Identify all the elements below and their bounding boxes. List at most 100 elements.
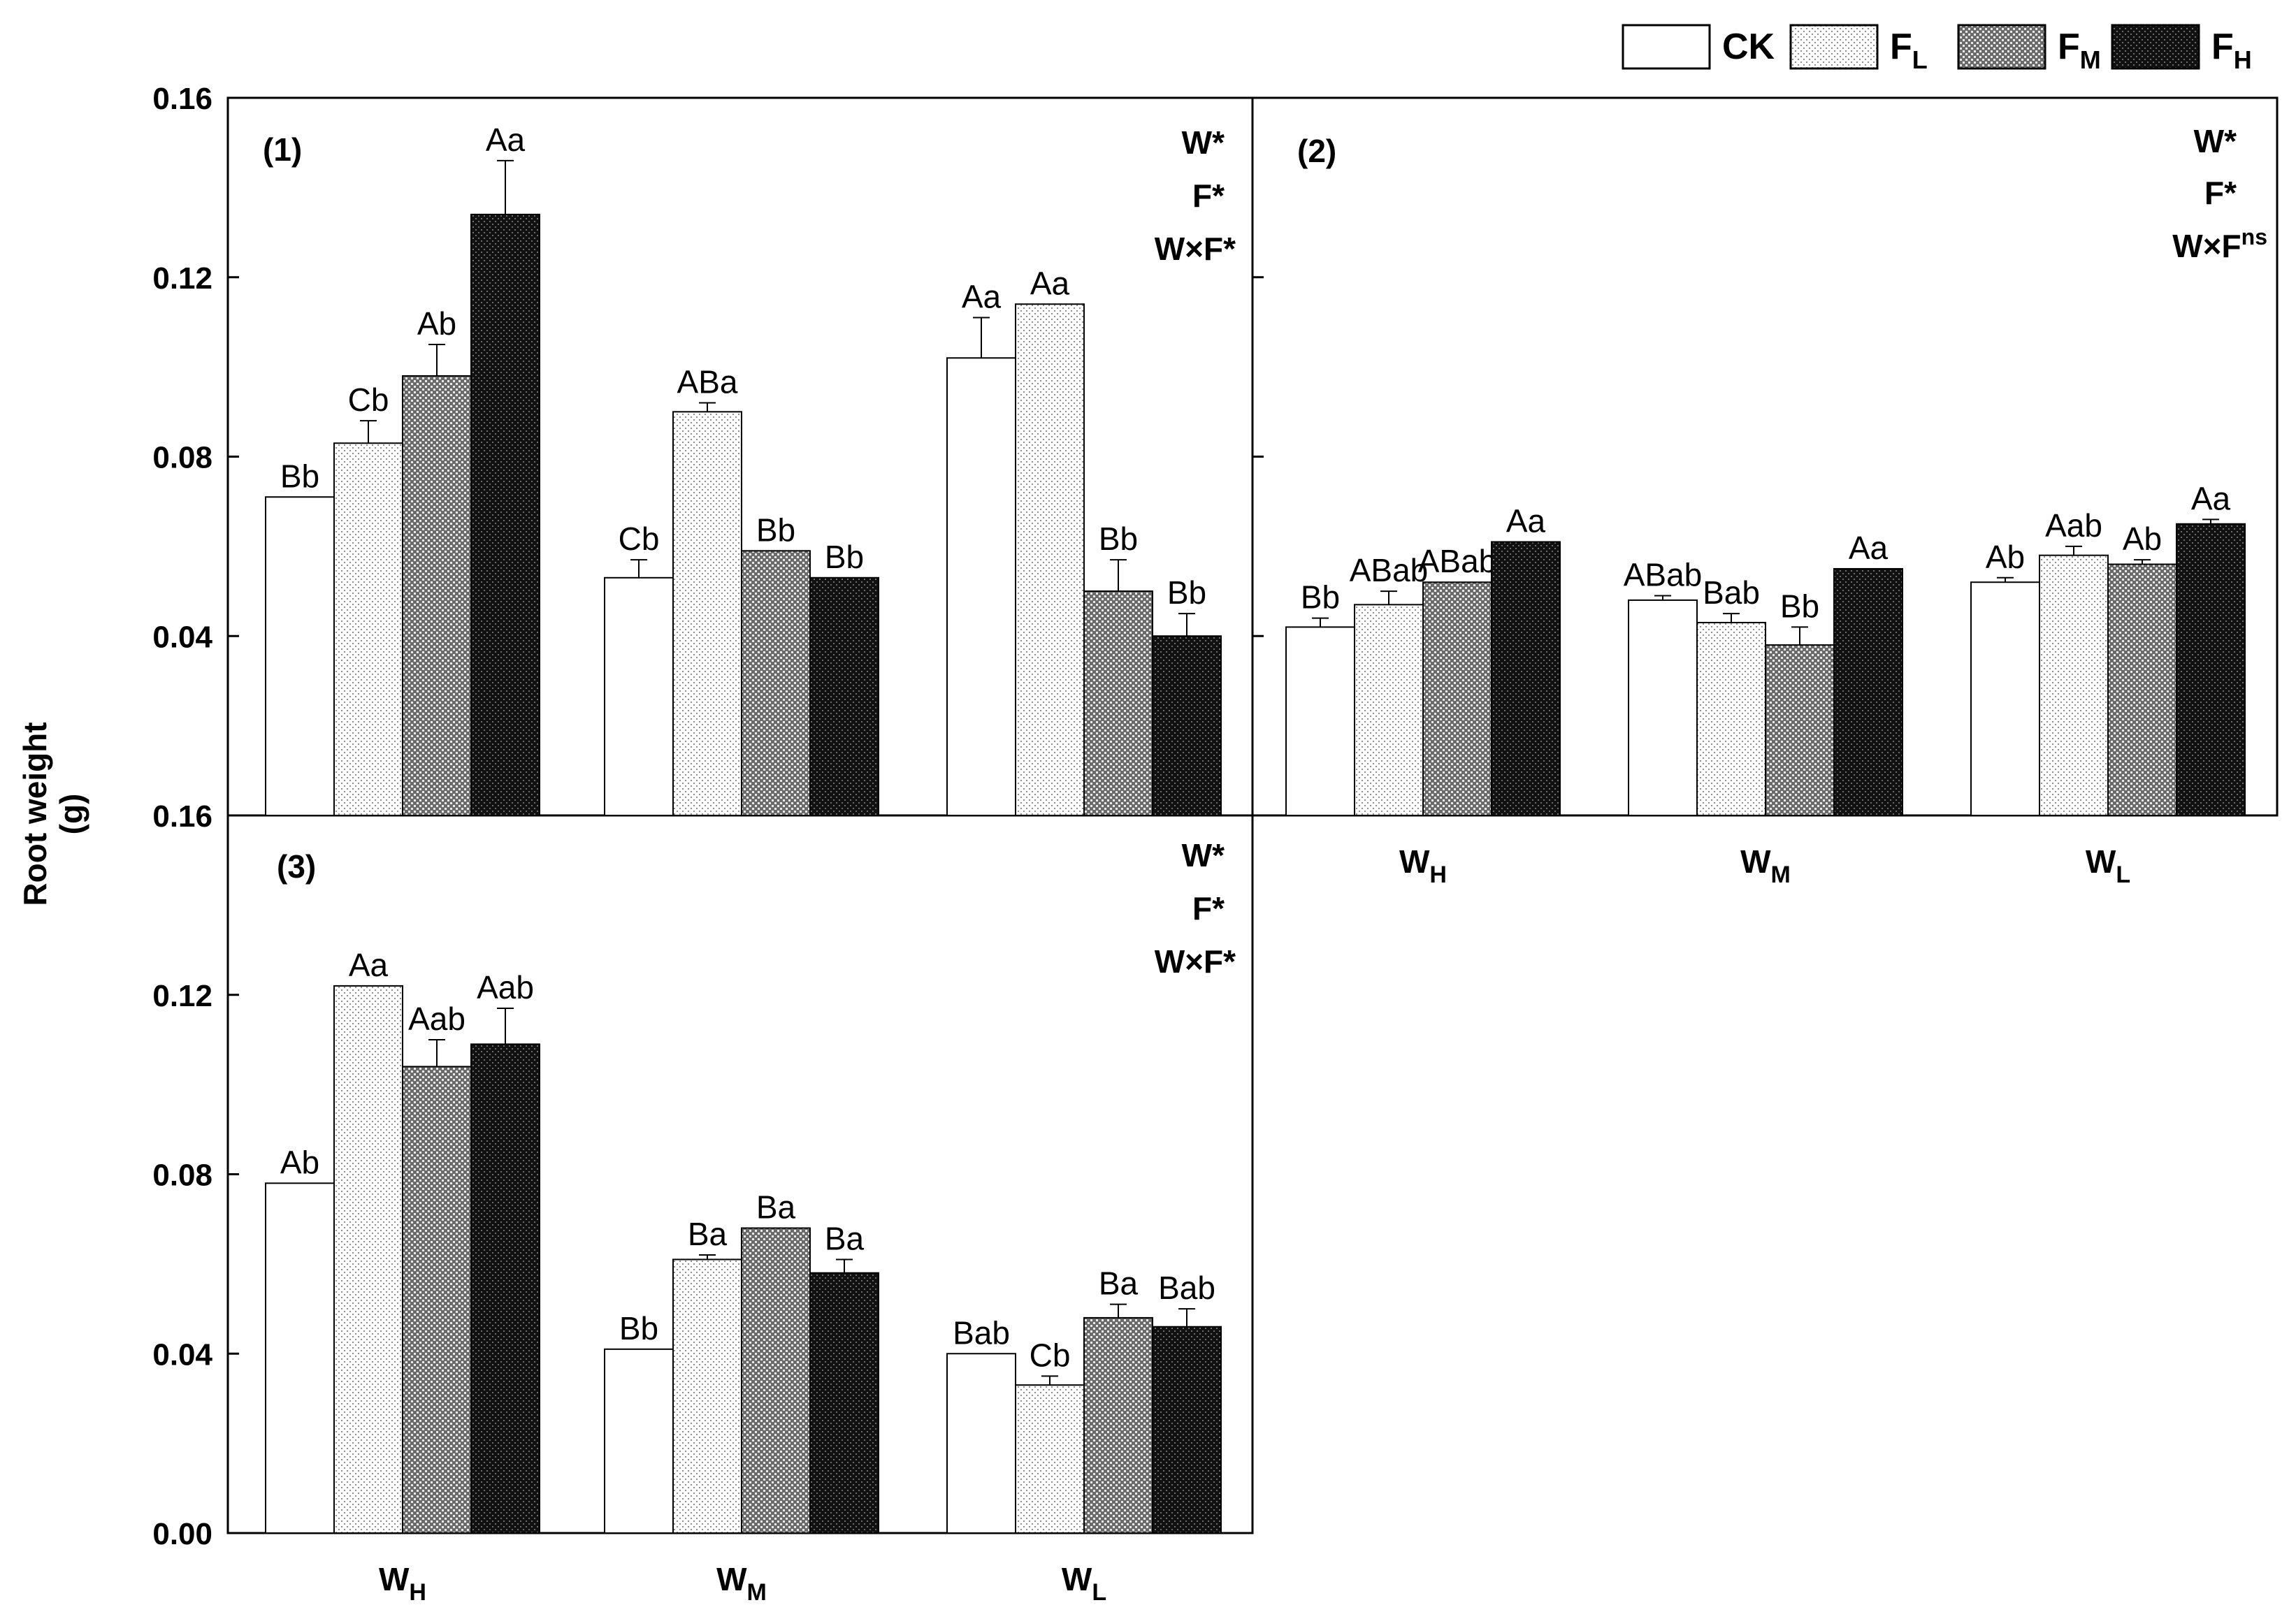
significance-label: Ab <box>1986 539 2025 575</box>
panel-2-stat-wf-sup: ns <box>2241 224 2267 249</box>
bar-fm-panel2-group3 <box>2107 563 2177 816</box>
panel-3-ytick-label: 0.08 <box>152 1159 212 1193</box>
legend-label-fh: FH <box>2211 27 2252 74</box>
legend-label-fl-main: F <box>1890 27 1912 67</box>
panel-1-stats: W* F* W×F* <box>1155 124 1236 267</box>
panel-1-plot: 0.16 0.04 0.08 0.12 0.16 Bb Cb Aa Cb ABa Aa Ab Bb Bb A… <box>152 82 1222 834</box>
significance-label: Cb <box>619 521 660 557</box>
bar-fl-panel1-group1 <box>333 442 403 816</box>
bar-ck-panel2-group3 <box>1970 581 2040 816</box>
panel-1-ytick-label: 0.04 <box>152 620 212 654</box>
bar-ck-panel1-group2 <box>604 576 674 817</box>
significance-label: Ab <box>2123 521 2162 557</box>
bar-ck-panel3-group3 <box>946 1353 1016 1534</box>
category-main: W <box>379 1561 410 1597</box>
significance-label: Aab <box>477 969 534 1005</box>
significance-label: Cb <box>348 382 389 418</box>
panel-2-stat-wf-main: W×F <box>2172 228 2241 264</box>
significance-label: Bb <box>619 1310 658 1346</box>
bar-fh-panel1-group3 <box>1152 635 1222 816</box>
significance-label: Aa <box>349 947 389 983</box>
significance-label: Ba <box>1099 1265 1139 1302</box>
significance-label: ABa <box>677 363 738 400</box>
bar-fl-panel2-group1 <box>1354 604 1424 816</box>
bar-fl-panel1-group2 <box>672 411 742 816</box>
bar-fh-panel3-group1 <box>470 1043 540 1534</box>
y-axis-label: Root weight (g) <box>17 722 89 906</box>
panel-1-stat-f: F* <box>1192 177 1225 214</box>
category-sub: L <box>2116 862 2130 888</box>
significance-label: Bb <box>756 511 795 548</box>
bar-fh-panel2-group1 <box>1491 541 1561 816</box>
significance-label: Aa <box>1849 530 1889 566</box>
significance-label: ABab <box>1350 552 1429 588</box>
category-label-wh: WH <box>379 1561 426 1606</box>
panel-1-ytick-label: 0.16 <box>152 799 212 834</box>
panel-3-stat-w: W* <box>1182 837 1225 873</box>
bar-fm-panel2-group2 <box>1765 644 1835 817</box>
significance-label: ABab <box>1418 543 1497 579</box>
panel-3-stat-wf: W×F* <box>1155 943 1236 980</box>
significance-label: Bab <box>1703 574 1760 611</box>
significance-label: Ba <box>825 1220 865 1256</box>
panel-3-ytick-label: 0.12 <box>152 979 212 1013</box>
bar-fh-panel1-group2 <box>809 576 879 817</box>
panel-3-plot: 0.00 0.04 0.08 0.12 Ab Bb Bab Aa Ba Cb Aab Ba Ba Aab B… <box>152 814 1222 1606</box>
panel-3-stats: W* F* W×F* <box>1155 837 1236 980</box>
significance-label: Bb <box>1780 588 1819 624</box>
significance-label: Aab <box>408 1001 465 1037</box>
legend-label-fl: FL <box>1890 27 1928 74</box>
bar-ck-panel1-group1 <box>265 496 335 816</box>
category-main: W <box>1740 843 1771 880</box>
bar-ck-panel3-group1 <box>265 1182 335 1534</box>
panel-3-label: (3) <box>277 848 316 885</box>
significance-label: Ba <box>756 1189 796 1226</box>
bar-ck-panel3-group2 <box>604 1348 674 1534</box>
panel-2-stat-f: F* <box>2204 175 2237 211</box>
significance-label: Cb <box>1030 1337 1071 1373</box>
panel-1-ytick-label: 0.12 <box>152 261 212 296</box>
bar-fm-panel3-group1 <box>402 1066 472 1534</box>
legend-swatch-ck <box>1622 24 1711 70</box>
category-main: W <box>1062 1561 1092 1597</box>
significance-label: Bb <box>825 539 864 575</box>
panel-2-stat-wf: W×Fns <box>2172 224 2267 264</box>
legend-swatch-fm <box>1957 24 2046 70</box>
panel-1-stat-w: W* <box>1182 124 1225 161</box>
significance-label: Aa <box>1506 502 1546 539</box>
panel-1-ytick-label: 0.08 <box>152 441 212 475</box>
bar-fh-panel2-group2 <box>1833 567 1903 816</box>
category-main: W <box>716 1561 747 1597</box>
significance-label: Aa <box>486 122 526 158</box>
category-label-wl: WL <box>2086 843 2130 888</box>
category-main: W <box>1399 843 1430 880</box>
legend-label-fm-sub: M <box>2080 45 2101 74</box>
bar-fl-panel1-group3 <box>1015 303 1085 816</box>
panel-1-stat-wf: W×F* <box>1155 231 1236 267</box>
bar-ck-panel2-group1 <box>1285 626 1355 816</box>
panel-2-label: (2) <box>1297 133 1336 169</box>
panel-3-ytick-label: 0.00 <box>152 1517 212 1551</box>
significance-label: Bab <box>953 1314 1010 1351</box>
legend-label-ck: CK <box>1722 27 1775 67</box>
category-sub: M <box>1771 862 1791 888</box>
bar-fh-panel1-group1 <box>470 213 540 816</box>
bar-fl-panel3-group3 <box>1015 1384 1085 1534</box>
significance-label: Aab <box>2045 507 2102 544</box>
bar-fm-panel2-group1 <box>1422 581 1492 816</box>
bar-fl-panel2-group2 <box>1696 621 1766 817</box>
legend-label-fm-main: F <box>2058 27 2080 67</box>
category-main: W <box>2086 843 2116 880</box>
category-label-wh: WH <box>1399 843 1447 888</box>
bar-fh-panel3-group3 <box>1152 1326 1222 1534</box>
bar-fh-panel2-group3 <box>2176 523 2246 816</box>
legend-label-fl-sub: L <box>1912 45 1928 74</box>
legend: CK FL FM FH <box>1622 24 2252 74</box>
significance-label: Ab <box>417 305 456 342</box>
legend-swatch-fl <box>1789 24 1879 70</box>
category-sub: H <box>1429 862 1447 888</box>
panel-3-stat-f: F* <box>1192 890 1225 927</box>
bar-fm-panel1-group2 <box>741 550 811 816</box>
